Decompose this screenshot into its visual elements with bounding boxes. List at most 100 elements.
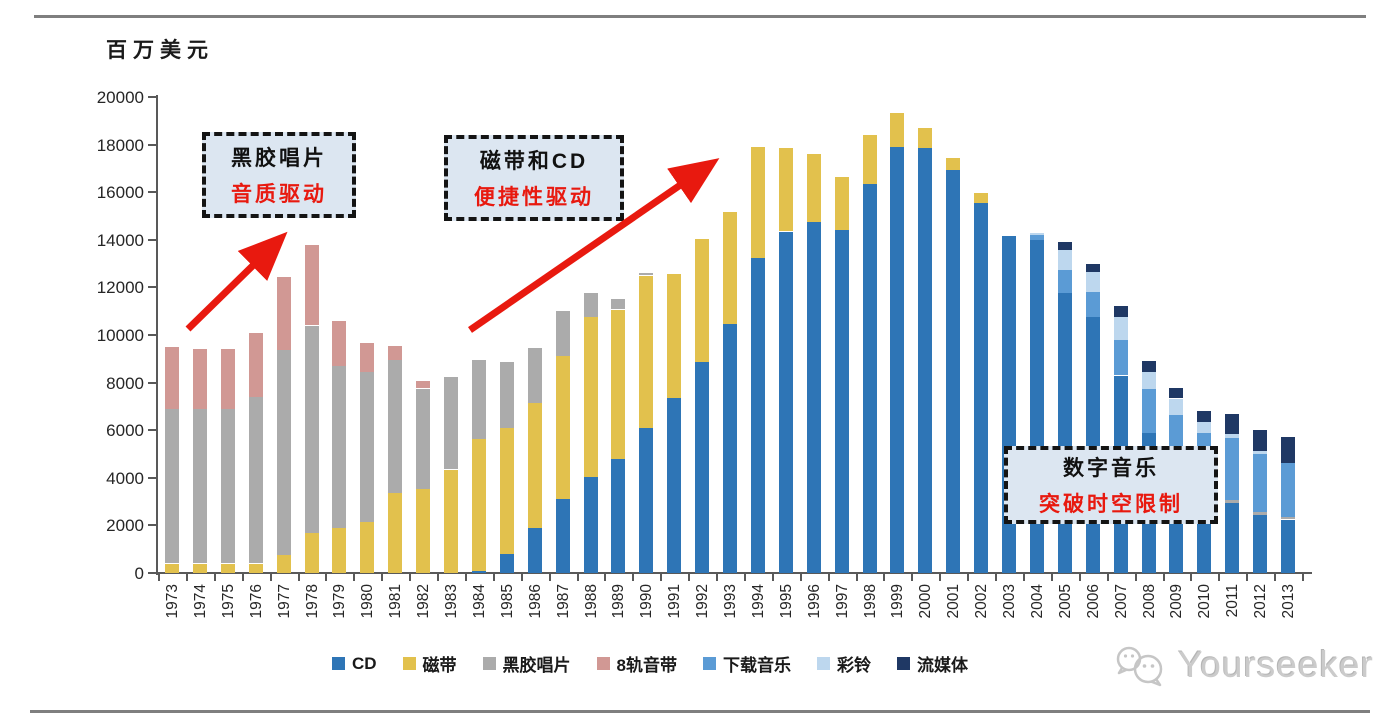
bar-1977-磁带	[276, 554, 291, 573]
legend-label: CD	[351, 653, 377, 673]
x-axis-tick	[716, 574, 718, 581]
x-axis-year-label: 2000	[917, 584, 935, 619]
y-axis-tick	[148, 334, 156, 336]
legend-item-1: 磁带	[402, 651, 457, 676]
x-axis-year-label: 2003	[1001, 584, 1018, 619]
bar-1988-CD	[583, 476, 598, 573]
x-axis-year-label: 1986	[526, 584, 544, 619]
x-axis-year-label: 1984	[470, 584, 488, 619]
bar-1986-CD	[527, 527, 542, 573]
x-axis-year-label: 1985	[498, 584, 516, 619]
wechat-icon	[1116, 646, 1163, 687]
bar-1982-黑胶唱片	[416, 388, 431, 489]
bar-1980-磁带	[360, 521, 375, 573]
x-axis-tick	[186, 574, 188, 581]
y-axis-tick	[148, 191, 156, 194]
x-axis-tick	[1246, 574, 1249, 581]
x-axis-tick	[995, 574, 997, 581]
x-axis-tick	[409, 574, 412, 581]
x-axis-tick	[241, 574, 244, 581]
bar-1999-CD	[890, 147, 905, 573]
bar-1996-CD	[806, 221, 821, 573]
x-axis-tick	[464, 574, 467, 581]
bar-1985-磁带	[499, 427, 514, 554]
legend-label: 黑胶唱片	[502, 656, 571, 675]
bar-1997-CD	[834, 230, 849, 573]
bar-1987-黑胶唱片	[555, 311, 570, 357]
bar-2006-流媒体	[1085, 263, 1100, 273]
bar-2010-彩铃	[1197, 421, 1212, 433]
annotation-title: 数字音乐	[1063, 457, 1159, 480]
bar-2011-流媒体	[1225, 414, 1240, 435]
x-axis-year-label: 2009	[1168, 584, 1186, 619]
y-axis-tick	[148, 238, 156, 241]
bar-1985-CD	[499, 554, 514, 573]
x-axis-tick	[660, 574, 663, 581]
bar-2002-CD	[974, 202, 989, 573]
bar-1978-磁带	[304, 532, 319, 573]
bar-1979-黑胶唱片	[332, 365, 347, 528]
y-axis-tick	[148, 476, 156, 479]
x-axis-tick	[799, 574, 802, 581]
legend-swatch	[817, 657, 831, 670]
x-axis-tick	[576, 574, 579, 581]
x-axis-tick	[855, 574, 858, 581]
bottom-rule	[30, 710, 1370, 713]
bar-1986-磁带	[527, 402, 542, 528]
bar-1989-磁带	[611, 309, 626, 459]
annotation-subtitle: 音质驱动	[231, 183, 327, 206]
bar-1992-CD	[695, 362, 710, 573]
bar-2000-磁带	[918, 127, 933, 149]
bar-1987-磁带	[555, 356, 570, 500]
bar-1993-磁带	[723, 212, 737, 325]
bar-1974-黑胶唱片	[192, 408, 207, 564]
bar-1977-黑胶唱片	[276, 350, 291, 555]
bar-2012-流媒体	[1253, 430, 1268, 452]
x-axis-tick	[158, 574, 161, 581]
bar-1982-磁带	[416, 488, 431, 573]
x-axis-year-label: 1990	[638, 584, 656, 619]
y-axis-tick	[148, 429, 156, 432]
legend-swatch	[482, 657, 496, 670]
y-axis-tick-label: 2000	[106, 516, 144, 536]
top-rule	[34, 15, 1366, 18]
bar-1973-8轨音带	[165, 346, 179, 409]
y-axis-tick	[148, 286, 156, 289]
annotation-title: 磁带和CD	[479, 150, 589, 173]
x-axis-year-label: 1992	[694, 584, 712, 619]
bar-2011-下载音乐	[1225, 437, 1240, 500]
bar-1980-8轨音带	[360, 343, 375, 372]
bar-1986-黑胶唱片	[527, 348, 542, 403]
bar-2004-下载音乐	[1029, 235, 1044, 240]
x-axis-year-label: 1989	[610, 584, 628, 619]
legend-label: 磁带	[422, 656, 457, 675]
chart-legend: CD 磁带 黑胶唱片 8轨音带 下载音乐 彩铃 流媒体	[255, 651, 1045, 676]
bar-2011-彩铃	[1225, 434, 1240, 438]
bar-2012-CD	[1253, 514, 1268, 573]
bar-1985-黑胶唱片	[499, 362, 514, 428]
legend-swatch	[402, 657, 416, 670]
y-axis-tick-label: 8000	[106, 373, 144, 393]
bar-1974-8轨音带	[192, 349, 207, 409]
x-axis-year-label: 2002	[973, 584, 991, 619]
bar-1978-黑胶唱片	[304, 325, 319, 533]
legend-swatch	[703, 657, 717, 670]
bar-1990-CD	[639, 427, 654, 573]
x-axis-year-label: 2005	[1056, 584, 1074, 619]
bar-2011-CD	[1225, 502, 1240, 573]
x-axis-year-label: 1979	[331, 584, 349, 619]
x-axis-tick	[1190, 574, 1193, 581]
x-axis-year-label: 2012	[1252, 584, 1270, 619]
x-axis-year-label: 1977	[275, 584, 293, 619]
y-axis-line	[156, 95, 158, 575]
bar-2007-彩铃	[1113, 317, 1128, 340]
legend-swatch	[331, 657, 345, 670]
x-axis-year-label: 1987	[554, 584, 572, 619]
x-axis-year-label: 2006	[1084, 584, 1102, 619]
x-axis-tick	[492, 574, 495, 581]
bar-2001-磁带	[946, 157, 961, 170]
bar-1978-8轨音带	[304, 244, 319, 326]
x-axis-tick	[967, 574, 970, 581]
bar-2005-下载音乐	[1057, 269, 1072, 294]
